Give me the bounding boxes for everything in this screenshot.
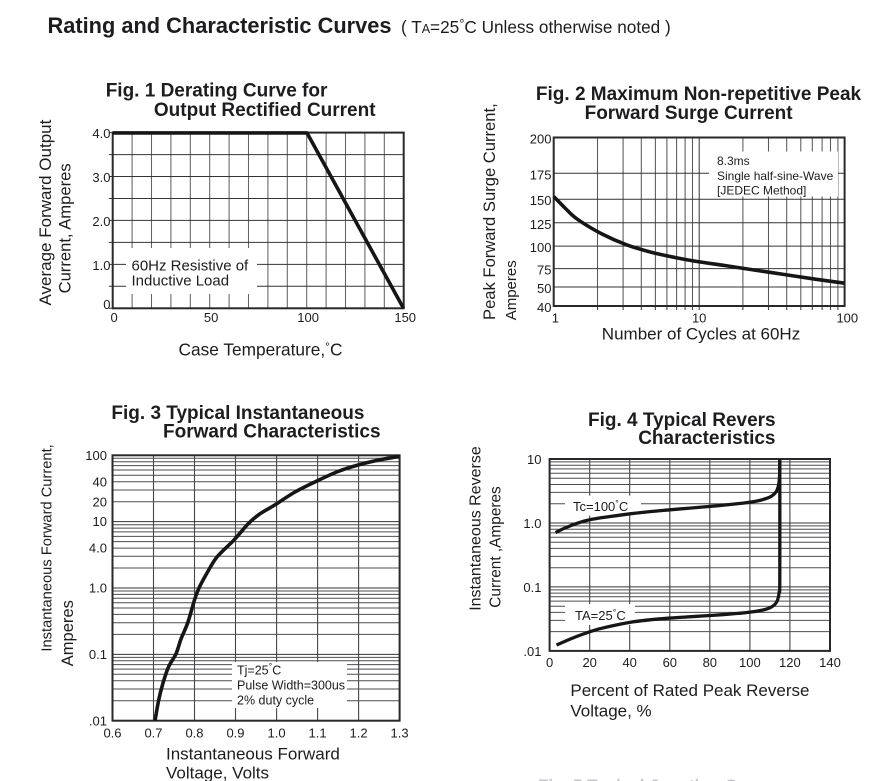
- svg-text:2.0: 2.0: [92, 214, 110, 229]
- svg-text:Inductive Load: Inductive Load: [132, 272, 230, 289]
- svg-text:50: 50: [537, 281, 551, 296]
- svg-text:20: 20: [93, 494, 107, 509]
- svg-text:.01: .01: [89, 713, 107, 728]
- svg-text:Single half-sine-Wave: Single half-sine-Wave: [717, 169, 834, 183]
- svg-text:40: 40: [93, 474, 107, 489]
- svg-text:1.0: 1.0: [89, 581, 107, 596]
- svg-text:40: 40: [537, 300, 551, 315]
- svg-text:Fig. 5 Typical Junction Cap: Fig. 5 Typical Junction Cap: [538, 776, 757, 781]
- svg-text:.01: .01: [523, 644, 541, 659]
- svg-text:20: 20: [582, 655, 596, 670]
- svg-text:1.2: 1.2: [350, 726, 368, 741]
- svg-text:Fig. 3 Typical Instantaneous: Fig. 3 Typical Instantaneous: [111, 403, 364, 424]
- svg-text:0.6: 0.6: [103, 726, 121, 741]
- svg-text:( TA=25°C Unless otherwise not: ( TA=25°C Unless otherwise noted ): [401, 16, 671, 37]
- svg-text:175: 175: [530, 167, 552, 182]
- svg-text:150: 150: [530, 193, 552, 208]
- svg-text:60Hz Resistive of: 60Hz Resistive of: [132, 257, 250, 274]
- svg-text:0.8: 0.8: [185, 726, 203, 741]
- svg-text:Characteristics: Characteristics: [638, 428, 775, 449]
- svg-text:Peak Forward Surge Current,: Peak Forward Surge Current,: [480, 103, 499, 320]
- svg-text:Pulse Width=300us: Pulse Width=300us: [237, 679, 345, 693]
- svg-text:1.3: 1.3: [391, 726, 409, 741]
- svg-text:150: 150: [394, 310, 416, 325]
- svg-text:2% duty cycle: 2% duty cycle: [237, 694, 314, 708]
- svg-text:Current ,Amperes: Current ,Amperes: [488, 486, 505, 608]
- svg-text:0: 0: [546, 655, 553, 670]
- svg-text:Current, Amperes: Current, Amperes: [56, 163, 75, 293]
- svg-text:3.0: 3.0: [92, 170, 110, 185]
- svg-text:1.0: 1.0: [523, 516, 541, 531]
- svg-text:0.1: 0.1: [89, 647, 107, 662]
- svg-text:Rating and Characteristic Curv: Rating and Characteristic Curves: [48, 13, 392, 38]
- svg-text:1.0: 1.0: [268, 726, 286, 741]
- svg-text:Instantaneous Reverse: Instantaneous Reverse: [468, 446, 485, 611]
- svg-text:120: 120: [779, 655, 801, 670]
- svg-text:0: 0: [103, 297, 110, 312]
- svg-text:1.0: 1.0: [92, 258, 110, 273]
- svg-text:[JEDEC Method]: [JEDEC Method]: [717, 184, 806, 198]
- svg-text:10: 10: [692, 310, 706, 325]
- svg-text:Forward Surge Current: Forward Surge Current: [585, 103, 794, 124]
- svg-text:Fig. 1 Derating Curve for: Fig. 1 Derating Curve for: [106, 80, 328, 101]
- svg-text:Instantaneous Forward: Instantaneous Forward: [166, 745, 340, 764]
- svg-text:Tc=100°C: Tc=100°C: [573, 499, 628, 515]
- svg-text:100: 100: [85, 448, 107, 463]
- svg-text:60: 60: [663, 655, 677, 670]
- svg-text:200: 200: [530, 132, 552, 147]
- svg-text:4.0: 4.0: [89, 541, 107, 556]
- svg-text:10: 10: [93, 514, 107, 529]
- svg-text:Tj=25°C: Tj=25°C: [237, 662, 281, 678]
- svg-text:4.0: 4.0: [92, 126, 110, 141]
- svg-text:Fig. 4 Typical Revers: Fig. 4 Typical Revers: [588, 410, 776, 431]
- svg-text:8.3ms: 8.3ms: [717, 154, 750, 168]
- svg-text:0: 0: [110, 310, 117, 325]
- svg-text:1: 1: [552, 310, 559, 325]
- svg-text:Forward Characteristics: Forward Characteristics: [163, 421, 381, 442]
- svg-text:0.7: 0.7: [144, 726, 162, 741]
- svg-text:40: 40: [622, 655, 636, 670]
- svg-text:Fig. 2 Maximum Non-repetitive: Fig. 2 Maximum Non-repetitive Peak: [536, 84, 862, 105]
- svg-text:100: 100: [739, 655, 761, 670]
- svg-text:0.9: 0.9: [226, 726, 244, 741]
- svg-text:50: 50: [204, 310, 218, 325]
- svg-text:Amperes: Amperes: [59, 600, 77, 666]
- svg-text:Percent of Rated Peak Reverse: Percent of Rated Peak Reverse: [570, 681, 809, 700]
- svg-text:Amperes: Amperes: [503, 260, 520, 320]
- svg-text:Voltage, Volts: Voltage, Volts: [166, 764, 269, 781]
- svg-text:Instantaneous Forward Current,: Instantaneous Forward Current,: [40, 444, 56, 651]
- svg-text:Output Rectified Current: Output Rectified Current: [154, 100, 376, 121]
- svg-text:TA=25°C: TA=25°C: [575, 608, 626, 624]
- svg-text:Voltage, %: Voltage, %: [570, 701, 651, 720]
- svg-text:Average Forward Output: Average Forward Output: [36, 119, 55, 305]
- svg-text:100: 100: [530, 240, 552, 255]
- svg-text:100: 100: [297, 310, 319, 325]
- svg-text:75: 75: [537, 263, 551, 278]
- svg-text:Case Temperature,°C: Case Temperature,°C: [179, 339, 343, 359]
- svg-text:100: 100: [836, 310, 858, 325]
- svg-text:10: 10: [527, 452, 541, 467]
- svg-text:0.1: 0.1: [523, 580, 541, 595]
- svg-text:Number of Cycles at 60Hz: Number of Cycles at 60Hz: [602, 325, 800, 344]
- svg-text:80: 80: [703, 655, 717, 670]
- svg-text:125: 125: [530, 217, 552, 232]
- svg-text:1.1: 1.1: [309, 726, 327, 741]
- svg-text:140: 140: [819, 655, 841, 670]
